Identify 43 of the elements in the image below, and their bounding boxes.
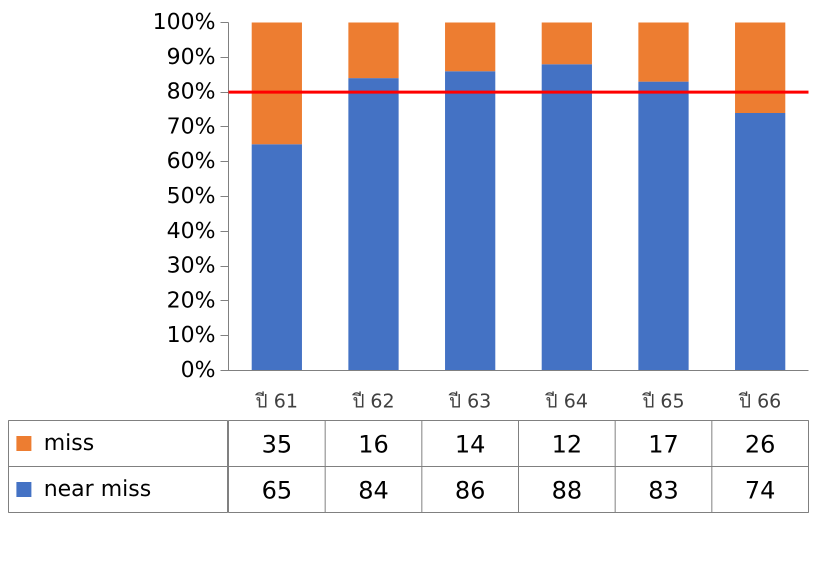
data-label: 17 — [648, 430, 679, 458]
data-label: 88 — [552, 476, 582, 504]
x-tick-label: ปี 64 — [544, 390, 588, 412]
data-label: 74 — [744, 476, 776, 504]
bar — [638, 22, 689, 82]
y-tick-label: 40% — [166, 218, 216, 244]
data-label: 86 — [454, 476, 486, 504]
x-tick-label: ปี 63 — [448, 390, 492, 412]
bar — [638, 82, 689, 370]
bar — [252, 144, 302, 370]
bar — [445, 22, 496, 72]
bar — [735, 112, 786, 370]
data-label: 65 — [262, 476, 292, 504]
bar — [542, 22, 592, 64]
y-tick-label: 60% — [166, 149, 216, 174]
bar — [445, 71, 496, 370]
y-tick-label: 70% — [166, 114, 216, 140]
data-label: 83 — [648, 476, 679, 504]
y-tick-label: 20% — [166, 288, 216, 314]
y-tick-label: 100% — [152, 10, 216, 35]
y-tick-label: 30% — [166, 254, 216, 279]
y-tick-label: 90% — [166, 44, 216, 70]
bar — [252, 22, 302, 144]
data-label: 14 — [454, 430, 486, 458]
data-label: 12 — [552, 430, 582, 458]
x-tick-label: ปี 61 — [254, 390, 298, 412]
data-label: 26 — [744, 430, 776, 458]
bar — [735, 22, 786, 113]
x-tick-label: ปี 66 — [738, 390, 782, 412]
y-tick-label: 80% — [166, 80, 216, 105]
legend-label: near miss — [44, 477, 152, 502]
bar — [348, 78, 399, 370]
x-tick-label: ปี 65 — [641, 390, 685, 412]
x-tick-label: ปี 62 — [351, 390, 395, 412]
data-label: 84 — [358, 476, 389, 504]
data-label: 35 — [262, 430, 292, 458]
legend-label: miss — [44, 431, 94, 456]
bar — [348, 22, 399, 78]
data-label: 16 — [358, 430, 389, 458]
y-tick-label: 0% — [180, 358, 216, 383]
y-tick-label: 50% — [166, 184, 216, 209]
y-tick-label: 10% — [166, 323, 216, 348]
bar — [542, 64, 592, 370]
